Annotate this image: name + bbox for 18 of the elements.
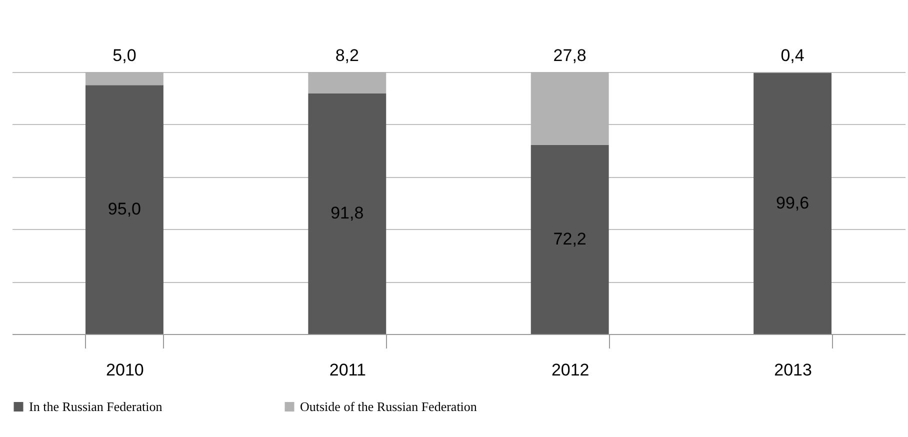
data-label: 72,2 — [553, 229, 586, 248]
data-label: 0,4 — [780, 46, 804, 65]
legend-label: Outside of the Russian Federation — [300, 398, 478, 414]
x-tick-label: 2010 — [106, 360, 144, 380]
x-tick-label: 2013 — [774, 360, 812, 380]
bar — [308, 93, 386, 334]
data-label: 8,2 — [335, 46, 359, 65]
bar — [85, 85, 164, 334]
data-label: 99,6 — [776, 194, 810, 213]
data-label: 91,8 — [330, 204, 364, 223]
legend-label: In the Russian Federation — [29, 398, 163, 414]
x-tick-label: 2012 — [551, 360, 590, 380]
bar — [530, 144, 609, 334]
bar — [754, 73, 832, 334]
data-label: 27,8 — [553, 46, 586, 65]
data-label: 95,0 — [108, 200, 142, 219]
data-label: 5,0 — [112, 46, 136, 65]
x-tick-label: 2011 — [329, 360, 366, 380]
